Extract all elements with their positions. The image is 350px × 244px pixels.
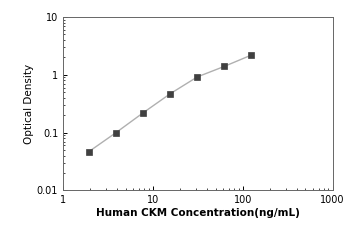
- Y-axis label: Optical Density: Optical Density: [24, 64, 34, 144]
- X-axis label: Human CKM Concentration(ng/mL): Human CKM Concentration(ng/mL): [96, 208, 300, 218]
